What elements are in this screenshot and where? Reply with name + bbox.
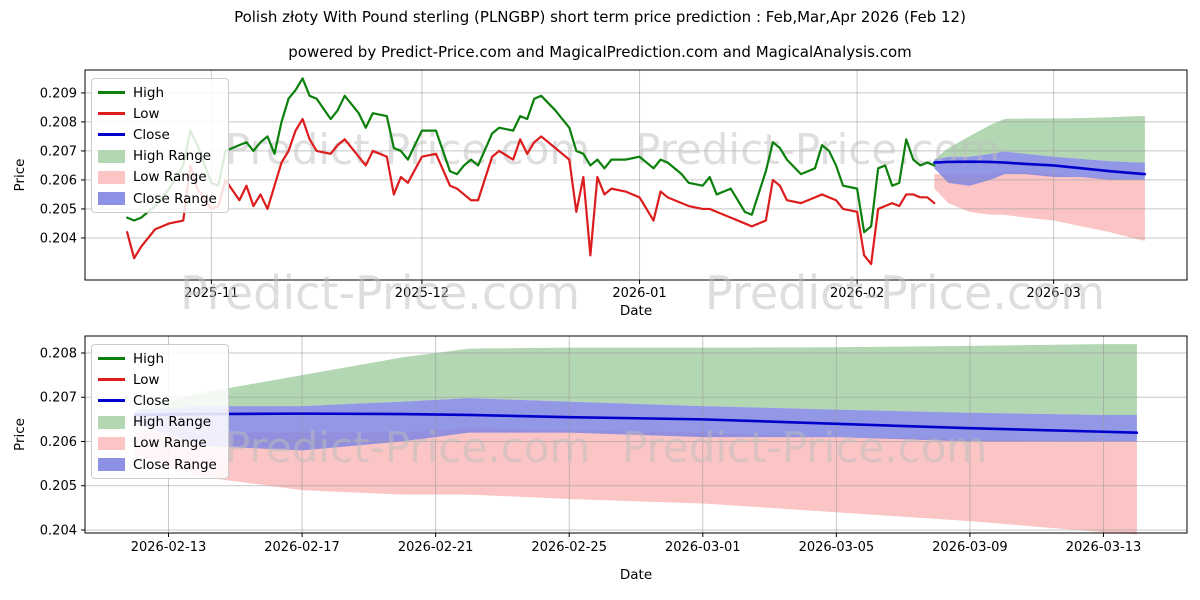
legend-item-high-range: High Range <box>98 412 222 433</box>
legend-item-close-range: Close Range <box>98 454 222 475</box>
y-tick-label: 0.209 <box>40 86 77 101</box>
y-tick-label: 0.205 <box>40 479 77 494</box>
legend-line-swatch <box>98 399 125 403</box>
legend-item-label: High Range <box>133 148 212 165</box>
legend-item-label: Close Range <box>133 190 217 207</box>
legend-item-high-range: High Range <box>98 146 222 167</box>
watermark-text: Predict-Price.com <box>180 266 580 320</box>
y-axis-title: Price <box>12 159 28 192</box>
legend-line-swatch <box>98 133 125 137</box>
x-tick-label: 2026-02 <box>830 286 884 301</box>
legend-item-close: Close <box>98 124 222 145</box>
legend-item-label: High Range <box>133 414 212 431</box>
low-range-band <box>934 171 1145 241</box>
low-range-band <box>135 428 1137 535</box>
legend-line-swatch <box>98 357 125 361</box>
legend-item-high: High <box>98 348 222 369</box>
x-tick-label: 2026-03-09 <box>932 540 1008 555</box>
legend-item-label: Low Range <box>133 169 207 186</box>
watermark-text: Predict-Price.com <box>705 266 1105 320</box>
close-line <box>933 160 1147 176</box>
legend-item-close-range: Close Range <box>98 188 222 209</box>
y-tick-label: 0.206 <box>40 435 77 450</box>
legend-item-low: Low <box>98 103 222 124</box>
x-tick-label: 2026-02-21 <box>398 540 474 555</box>
legend-patch-swatch <box>98 149 125 163</box>
close-line <box>133 412 1139 434</box>
y-tick-label: 0.206 <box>40 173 77 188</box>
legend-item-low-range: Low Range <box>98 167 222 188</box>
x-tick-label: 2026-03-13 <box>1066 540 1142 555</box>
legend-bottom-chart: High Low Close High Range Low Range Close Ran… <box>91 344 229 480</box>
legend-item-low-range: Low Range <box>98 433 222 454</box>
x-tick-label: 2026-03-05 <box>799 540 875 555</box>
legend-item-high: High <box>98 82 222 103</box>
legend-item-label: Close <box>133 126 170 143</box>
legend-patch-swatch <box>98 170 125 184</box>
legend-item-label: Low <box>133 105 160 122</box>
legend-item-low: Low <box>98 369 222 390</box>
y-tick-label: 0.205 <box>40 202 77 217</box>
y-tick-label: 0.207 <box>40 391 77 406</box>
legend-item-label: Low <box>133 371 160 388</box>
legend-patch-swatch <box>98 192 125 206</box>
legend-item-label: High <box>133 350 165 367</box>
x-axis-title: Date <box>620 567 652 583</box>
x-tick-label: 2025-11 <box>184 286 238 301</box>
y-tick-label: 0.208 <box>40 346 77 361</box>
plot-border <box>84 335 1188 534</box>
y-tick-label: 0.207 <box>40 144 77 159</box>
watermark-text: Predict-Price.com <box>635 125 1000 174</box>
x-tick-label: 2026-03-01 <box>665 540 741 555</box>
figure-subtitle: powered by Predict-Price.com and Magical… <box>288 43 912 61</box>
x-tick-label: 2026-03 <box>1026 286 1080 301</box>
legend-item-label: Close <box>133 392 170 409</box>
x-tick-label: 2026-02-25 <box>531 540 607 555</box>
x-tick-label: 2026-02-17 <box>264 540 340 555</box>
y-tick-label: 0.204 <box>40 523 77 538</box>
close-range-band <box>934 151 1145 186</box>
legend-patch-swatch <box>98 415 125 429</box>
legend-item-label: Low Range <box>133 435 207 452</box>
legend-patch-swatch <box>98 436 125 450</box>
low-line <box>126 117 936 266</box>
watermark-text: Predict-Price.com <box>225 423 590 472</box>
legend-patch-swatch <box>98 458 125 472</box>
plot-border <box>84 69 1188 281</box>
legend-item-label: Close Range <box>133 456 217 473</box>
legend-line-swatch <box>98 91 125 95</box>
high-line <box>126 77 936 234</box>
legend-item-label: High <box>133 84 165 101</box>
legend-item-close: Close <box>98 390 222 411</box>
y-tick-label: 0.208 <box>40 115 77 130</box>
legend-line-swatch <box>98 112 125 116</box>
figure-title: Polish złoty With Pound sterling (PLNGBP… <box>234 8 966 26</box>
x-tick-label: 2025-12 <box>395 286 449 301</box>
close-range-band <box>135 398 1137 451</box>
x-tick-label: 2026-02-13 <box>131 540 207 555</box>
legend-top-chart: High Low Close High Range Low Range Close Ran… <box>91 78 229 214</box>
watermark-text: Predict-Price.com <box>622 423 987 472</box>
y-tick-label: 0.204 <box>40 231 77 246</box>
y-axis-title: Price <box>12 418 28 451</box>
legend-line-swatch <box>98 378 125 382</box>
x-tick-label: 2026-01 <box>612 286 666 301</box>
x-axis-title: Date <box>620 303 652 319</box>
